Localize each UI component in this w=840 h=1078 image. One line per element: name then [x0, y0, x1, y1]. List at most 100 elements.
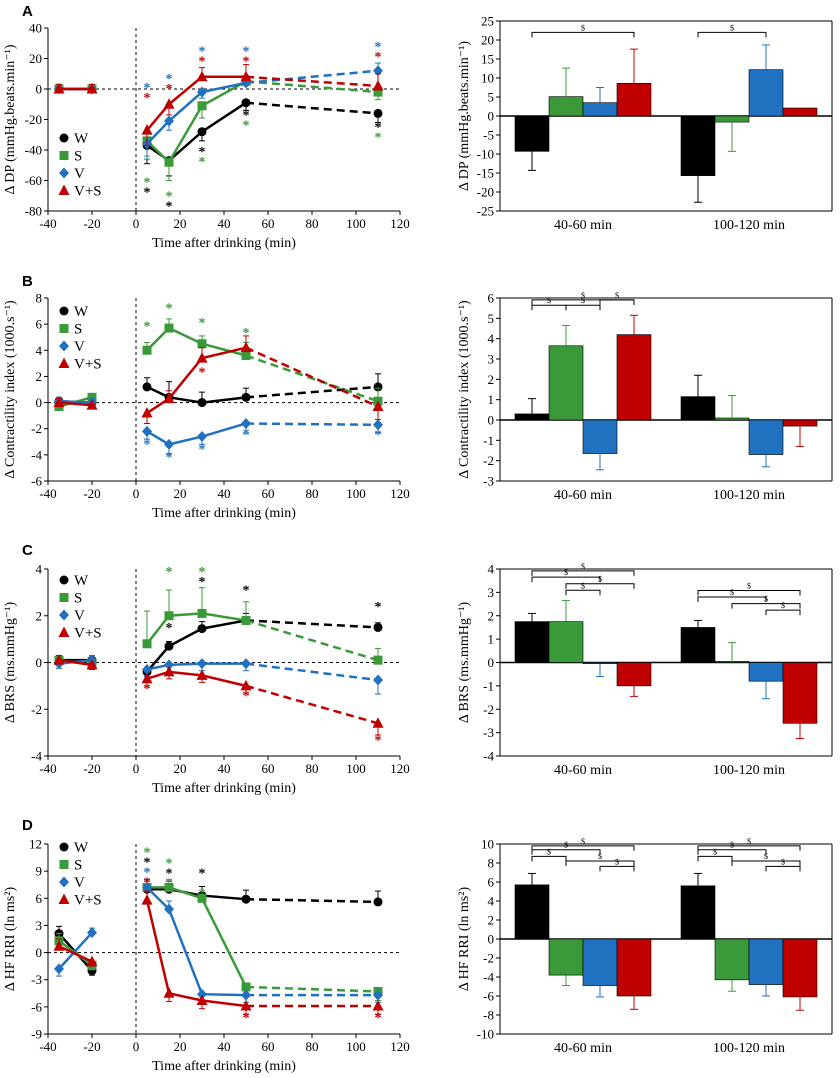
series-V+S: [53, 654, 384, 736]
legend-marker-S: [59, 151, 69, 160]
data-point: [54, 963, 64, 975]
data-point: [197, 608, 207, 618]
series-line: [146, 886, 247, 997]
series-line-dashed: [245, 684, 379, 725]
bar-S: [548, 345, 584, 421]
significance-star: *: [144, 320, 151, 335]
y-tick-label: -2: [31, 702, 42, 717]
bar-S: [714, 417, 750, 421]
category-label: 100-120 min: [713, 488, 785, 503]
y-tick-label: -60: [25, 173, 42, 188]
bar-S: [548, 96, 584, 117]
data-point: [197, 893, 207, 903]
data-point: [86, 955, 98, 967]
x-tick-label: -20: [83, 761, 100, 776]
panel-letter-A: A: [22, 3, 33, 20]
x-tick-label: -40: [39, 216, 56, 231]
y-tick-label: 0: [36, 945, 43, 960]
y-tick-label: -25: [477, 204, 494, 219]
y-tick-label: 25: [481, 14, 494, 29]
line-chart-D: D -9 -6 -3 0 3 6 9 12 -40 -20 0 20 40 60 80 100 120 Time a…: [3, 817, 410, 1074]
data-point: [196, 70, 208, 82]
bar-chart-D: -10 -8 -6 -4 -2 0 2 4 6 8 10 Δ HF RRI (ln ms²) 40-60…: [457, 837, 833, 1056]
legend-label-S: S: [74, 149, 82, 165]
x-axis-label: Time after drinking (min): [152, 781, 296, 796]
bar-W: [514, 115, 550, 152]
legend-marker-V+S: [58, 893, 70, 904]
data-point: [141, 124, 153, 135]
bar-V+S: [616, 662, 652, 687]
significance-star: *: [243, 109, 250, 124]
series-line-baseline: [58, 658, 93, 667]
y-axis-label: Δ DP (mmHg.beats.min⁻¹): [457, 41, 472, 191]
significance-star: *: [199, 565, 206, 580]
data-point: [86, 658, 98, 670]
y-tick-label: 4: [36, 562, 43, 577]
y-axis-label: Δ HF RRI (ln ms²): [3, 887, 18, 992]
category-label: 40-60 min: [554, 218, 612, 233]
bar-W: [680, 885, 716, 940]
x-tick-label: 0: [133, 761, 140, 776]
x-tick-label: 80: [306, 761, 319, 776]
x-tick-label: -40: [39, 486, 56, 501]
legend-label-W: W: [74, 131, 89, 147]
data-point: [241, 894, 251, 904]
x-tick-label: 80: [306, 1039, 319, 1054]
series-S: [54, 587, 383, 671]
bar-S: [714, 115, 750, 123]
y-tick-label: -6: [31, 474, 42, 489]
y-tick-label: 0: [36, 82, 43, 97]
series-line-dashed: [245, 619, 379, 629]
data-point: [164, 659, 174, 671]
y-tick-label: 5: [488, 90, 495, 105]
bracket-line: [731, 860, 801, 867]
series-line-dashed: [245, 422, 379, 427]
data-point: [141, 407, 153, 418]
legend-label-S: S: [74, 858, 82, 874]
series-line: [146, 422, 247, 446]
data-point: [142, 425, 152, 437]
series-line-dashed: [245, 80, 379, 94]
bracket-label: $: [547, 296, 551, 305]
y-tick-label: 20: [481, 33, 494, 48]
legend: WSV V+S: [58, 573, 102, 642]
bracket-label: $: [547, 847, 551, 856]
bar-W: [680, 627, 716, 663]
series-W: [54, 880, 383, 976]
bar-V+S: [616, 334, 652, 421]
data-point: [241, 615, 251, 625]
y-tick-label: 3: [488, 585, 495, 600]
significance-star: *: [375, 600, 382, 615]
bar-V+S: [782, 107, 818, 117]
data-point: [373, 87, 383, 97]
y-tick-label: -4: [483, 749, 494, 764]
y-tick-label: -3: [483, 725, 494, 740]
y-tick-label: -2: [483, 951, 494, 966]
x-tick-label: 40: [218, 216, 231, 231]
y-tick-label: 40: [29, 21, 42, 36]
series-line: [146, 670, 247, 688]
data-point: [142, 382, 152, 392]
significance-star: *: [144, 866, 151, 881]
significance-bracket: $: [765, 857, 801, 872]
significance-star: *: [243, 1011, 250, 1026]
bracket-label: $: [581, 581, 585, 590]
data-point: [87, 927, 97, 939]
bar-V: [748, 69, 784, 117]
legend: WSV V+S: [58, 840, 102, 909]
series-line-baseline: [58, 931, 93, 970]
data-point: [164, 157, 174, 167]
bar-V: [748, 419, 784, 455]
legend-marker-V+S: [58, 357, 70, 368]
x-tick-label: -40: [39, 761, 56, 776]
bracket-line: [565, 304, 601, 311]
y-tick-label: 0: [488, 109, 495, 124]
y-tick-label: 20: [29, 51, 42, 66]
data-point: [163, 392, 175, 404]
data-point: [197, 431, 207, 443]
y-tick-label: 0: [488, 413, 495, 428]
series-line: [145, 899, 247, 1008]
series-line: [146, 80, 247, 165]
series-V+S: [53, 64, 384, 146]
